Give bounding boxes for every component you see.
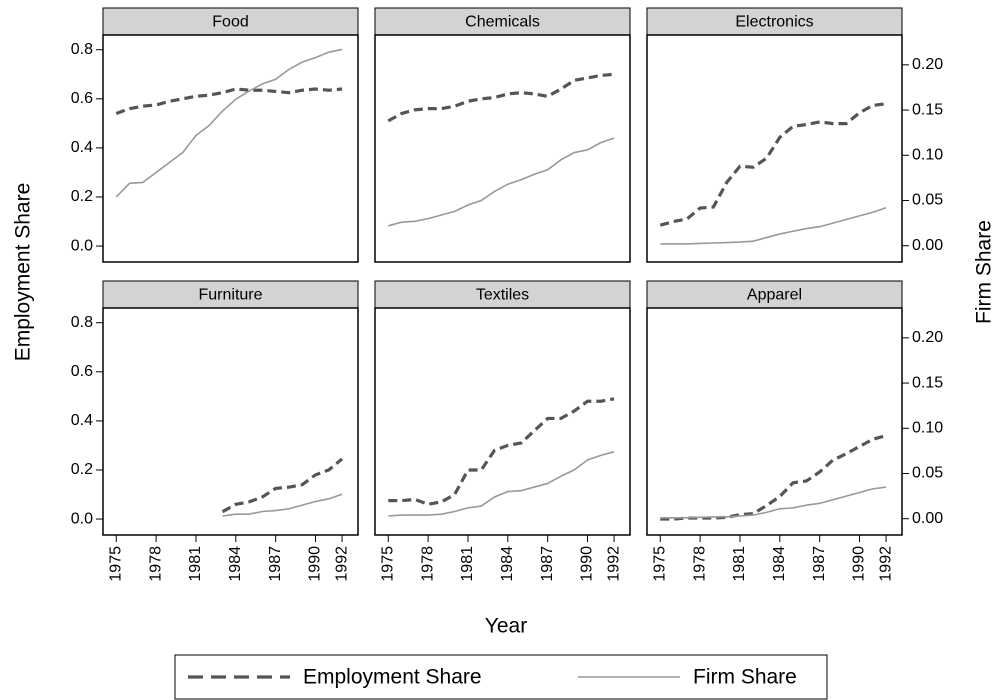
x-tick-label: 1981 [731,546,748,582]
y2-tick-label: 0.05 [912,465,943,482]
x-tick-label: 1981 [187,546,204,582]
panel-frame [646,307,903,536]
panel-title: Food [212,14,248,31]
x-tick-label: 1984 [227,546,244,582]
panel-header [646,280,903,309]
y-tick-label: 0.8 [71,314,93,331]
series-line [388,451,615,517]
panel-frame [102,307,359,536]
series-line [660,206,887,245]
panel-frame [102,34,359,263]
series-line [659,102,887,227]
series-line [388,397,615,506]
y-tick-label: 0.2 [71,188,93,205]
x-tick-label: 1984 [499,546,516,582]
y2-tick-label: 0.10 [912,147,943,164]
y-tick-label: 0.4 [71,139,93,156]
panel-frame [374,34,631,263]
x-tick-label: 1992 [877,546,894,582]
y-tick-label: 0.4 [71,412,93,429]
y2-tick-label: 0.10 [912,420,943,437]
x-axis-label: Year [485,615,527,638]
x-tick-label: 1984 [771,546,788,582]
y2-tick-label: 0.00 [912,510,943,527]
series-line [660,486,887,519]
x-tick-label: 1992 [605,546,622,582]
series-line [115,87,343,116]
x-tick-label: 1987 [539,546,556,582]
y-tick-label: 0.0 [71,510,93,527]
y-axis-label: Employment Share [12,183,35,362]
x-tick-label: 1975 [652,546,669,582]
x-tick-label: 1987 [267,546,284,582]
x-tick-label: 1978 [147,546,164,582]
x-tick-label: 1987 [811,546,828,582]
y2-tick-label: 0.15 [912,101,943,118]
panel-frame [646,34,903,263]
x-tick-label: 1990 [307,546,324,582]
x-tick-label: 1978 [419,546,436,582]
legend: Employment Share Firm Share [188,666,797,689]
series-line [222,493,343,517]
x-tick-label: 1975 [380,546,397,582]
x-tick-label: 1975 [108,546,125,582]
legend-label: Firm Share [693,666,797,689]
series-line [660,434,887,521]
panel-frame [374,307,631,536]
panel-header [374,7,631,36]
series-line [221,457,344,514]
y2-axis-label: Firm Share [973,220,996,324]
series-line [388,137,615,227]
y2-tick-label: 0.00 [912,237,943,254]
panel-title: Furniture [198,287,262,304]
y2-tick-label: 0.05 [912,192,943,209]
x-tick-label: 1992 [333,546,350,582]
y-tick-label: 0.0 [71,237,93,254]
x-tick-label: 1990 [851,546,868,582]
legend-box [174,654,828,700]
panel-title: Chemicals [465,14,540,31]
x-tick-label: 1978 [691,546,708,582]
y-tick-label: 0.2 [71,461,93,478]
legend-label: Employment Share [303,666,482,689]
y-tick-label: 0.6 [71,90,93,107]
y2-tick-label: 0.20 [912,329,943,346]
panel-header [374,280,631,309]
panel-header [102,7,359,36]
y2-tick-label: 0.20 [912,56,943,73]
panel-title: Textiles [476,287,529,304]
series-line [115,48,343,198]
x-tick-label: 1981 [459,546,476,582]
panel-header [646,7,903,36]
y-tick-label: 0.8 [71,41,93,58]
y-tick-label: 0.6 [71,363,93,380]
series-line [387,72,615,123]
y2-tick-label: 0.15 [912,374,943,391]
x-tick-label: 1990 [579,546,596,582]
panel-title: Electronics [735,14,813,31]
panel-title: Apparel [747,287,802,304]
